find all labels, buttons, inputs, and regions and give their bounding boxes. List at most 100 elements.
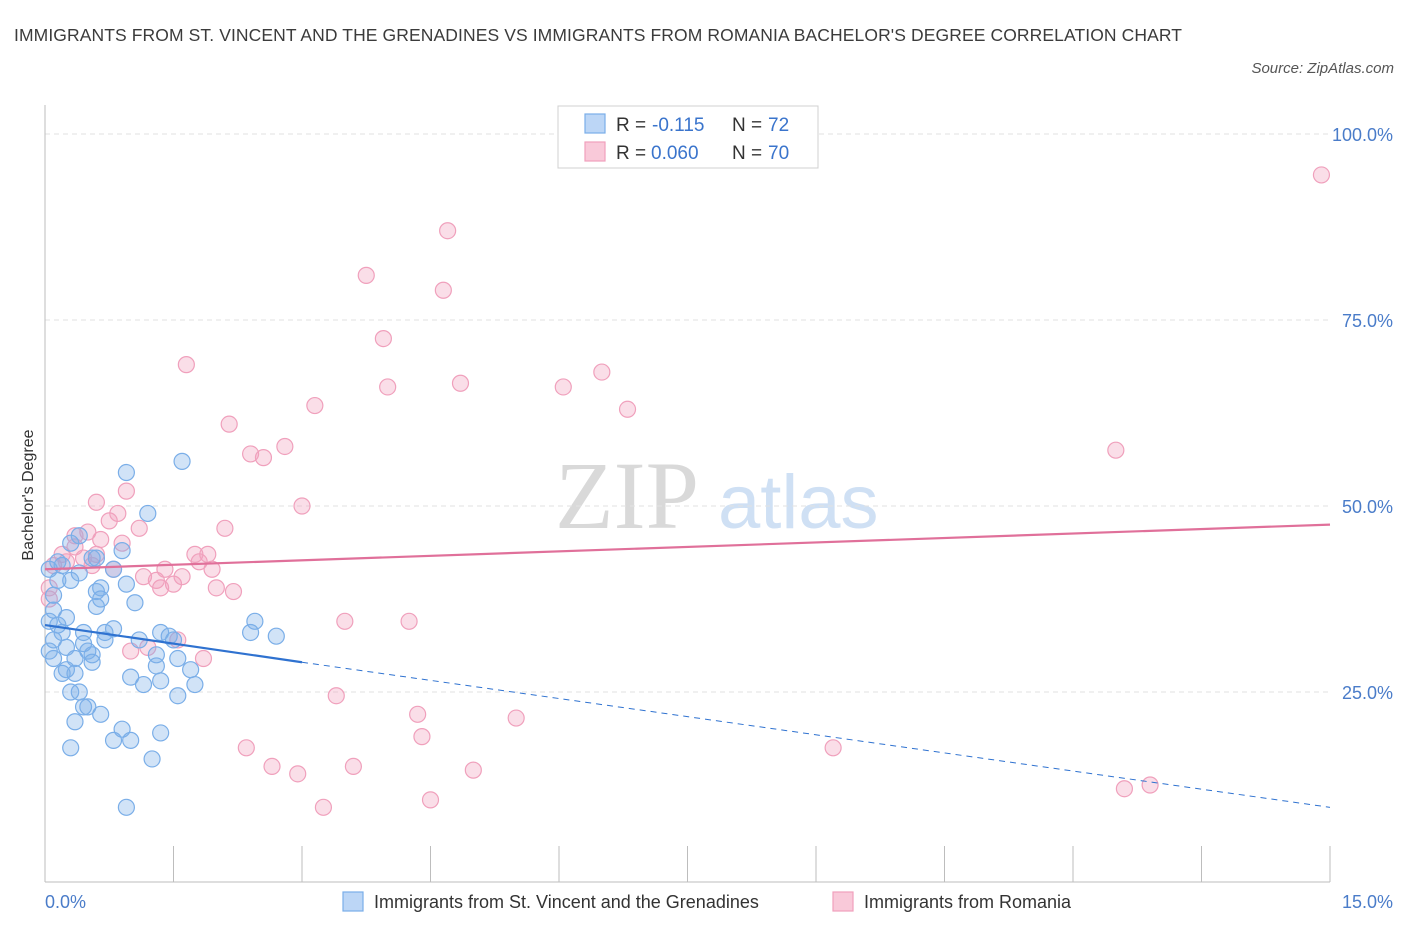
stats-r-label-blue: R = <box>616 115 646 136</box>
y-tick-label-100: 100.0% <box>1332 125 1393 145</box>
romania-point-40 <box>254 449 273 467</box>
stvincent-point-8 <box>57 608 76 627</box>
stvincent-point-19 <box>74 698 93 716</box>
zipatlas-watermark: ZIP atlas <box>555 442 879 549</box>
x-tick-label-max: 15.0% <box>1342 892 1393 912</box>
stats-r-label-pink: R = <box>616 143 646 164</box>
stvincent-trend-line <box>44 623 303 664</box>
romania-point-8 <box>79 523 97 541</box>
romania-point-39 <box>242 445 260 463</box>
stats-n-label-blue: N = <box>732 115 762 136</box>
romania-point-27 <box>173 568 191 586</box>
stats-r-value-blue: -0.115 <box>652 115 704 136</box>
stvincent-point-35 <box>117 463 135 482</box>
stvincent-point-17 <box>70 683 88 701</box>
legend-label-stvincent: Immigrants from St. Vincent and the Gren… <box>374 892 759 912</box>
stvincent-point-36 <box>117 575 135 593</box>
stvincent-trend-extension <box>301 661 1331 808</box>
romania-point-64 <box>618 400 637 418</box>
stvincent-point-47 <box>152 724 170 742</box>
romania-point-38 <box>237 739 255 757</box>
romania-point-15 <box>109 504 127 523</box>
romania-point-42 <box>276 437 294 456</box>
romania-point-47 <box>327 687 345 705</box>
stvincent-point-67 <box>83 653 101 671</box>
stvincent-point-62 <box>87 549 106 567</box>
romania-point-61 <box>507 709 525 727</box>
stvincent-point-65 <box>44 649 63 668</box>
trend-lines <box>44 523 1331 808</box>
romania-point-57 <box>434 281 452 299</box>
y-axis-label: Bachelor's Degree <box>20 429 37 560</box>
romania-point-49 <box>344 757 362 776</box>
stvincent-point-28 <box>92 705 110 723</box>
stats-n-value-blue: 72 <box>768 115 789 136</box>
stvincent-point-50 <box>169 687 187 705</box>
romania-point-66 <box>1107 441 1125 459</box>
chart-title: IMMIGRANTS FROM ST. VINCENT AND THE GREN… <box>14 25 1183 45</box>
romania-point-68 <box>1141 776 1159 794</box>
stvincent-point-33 <box>113 542 131 560</box>
stvincent-point-54 <box>242 623 260 642</box>
romania-point-11 <box>87 493 106 511</box>
stvincent-point-70 <box>160 627 178 645</box>
romania-point-34 <box>207 579 225 597</box>
romania-point-65 <box>824 739 842 757</box>
stats-n-value-pink: 70 <box>768 143 789 164</box>
axis-ticks <box>44 846 1331 882</box>
stvincent-point-68 <box>104 620 123 638</box>
stvincent-point-27 <box>92 590 110 608</box>
romania-point-69 <box>1312 166 1331 184</box>
grid-lines <box>45 133 1330 693</box>
romania-point-59 <box>451 374 470 392</box>
romania-point-50 <box>357 266 375 284</box>
romania-trend-line <box>44 523 1331 571</box>
legend-label-romania: Immigrants from Romania <box>864 892 1072 912</box>
romania-point-53 <box>400 612 418 630</box>
romania-point-33 <box>203 560 221 578</box>
romania-point-37 <box>224 582 243 601</box>
romania-point-32 <box>199 545 217 563</box>
stats-legend-blue-swatch <box>584 113 606 134</box>
stvincent-point-69 <box>122 668 140 686</box>
romania-point-24 <box>156 560 174 578</box>
stvincent-point-37 <box>122 731 140 749</box>
y-tick-label-75: 75.0% <box>1342 311 1393 331</box>
stvincent-point-38 <box>126 594 144 612</box>
romania-point-36 <box>220 415 238 433</box>
romania-point-46 <box>314 798 333 816</box>
x-tick-labels: 0.0% 15.0% <box>45 892 1393 912</box>
stvincent-point-21 <box>79 698 97 716</box>
romania-point-45 <box>306 396 324 415</box>
romania-point-44 <box>293 497 311 515</box>
stvincent-point-40 <box>134 675 153 694</box>
romania-point-58 <box>439 222 457 240</box>
romania-point-51 <box>374 330 392 348</box>
watermark-atlas: atlas <box>718 460 879 545</box>
romania-point-55 <box>413 728 431 746</box>
stvincent-point-52 <box>182 661 200 679</box>
romania-point-23 <box>152 579 170 597</box>
stvincent-point-51 <box>173 452 191 470</box>
romania-point-43 <box>289 765 307 783</box>
romania-point-62 <box>554 378 572 396</box>
stvincent-point-15 <box>66 713 84 731</box>
romania-point-48 <box>336 612 354 630</box>
romania-point-19 <box>130 519 148 537</box>
stvincent-point-42 <box>143 750 161 768</box>
stvincent-point-14 <box>66 664 84 683</box>
stvincent-point-12 <box>62 739 80 757</box>
romania-point-52 <box>379 378 397 396</box>
stvincent-point-46 <box>152 623 170 642</box>
romania-point-28 <box>177 356 195 374</box>
stvincent-point-60 <box>57 661 76 679</box>
romania-point-63 <box>593 363 611 381</box>
legend-swatch-stvincent <box>342 891 364 912</box>
romania-point-41 <box>263 757 281 776</box>
source-credit: Source: ZipAtlas.com <box>1251 60 1394 77</box>
romania-point-60 <box>464 761 482 779</box>
stvincent-point-57 <box>117 798 135 816</box>
stvincent-point-71 <box>62 534 80 552</box>
romania-point-20 <box>134 568 153 586</box>
